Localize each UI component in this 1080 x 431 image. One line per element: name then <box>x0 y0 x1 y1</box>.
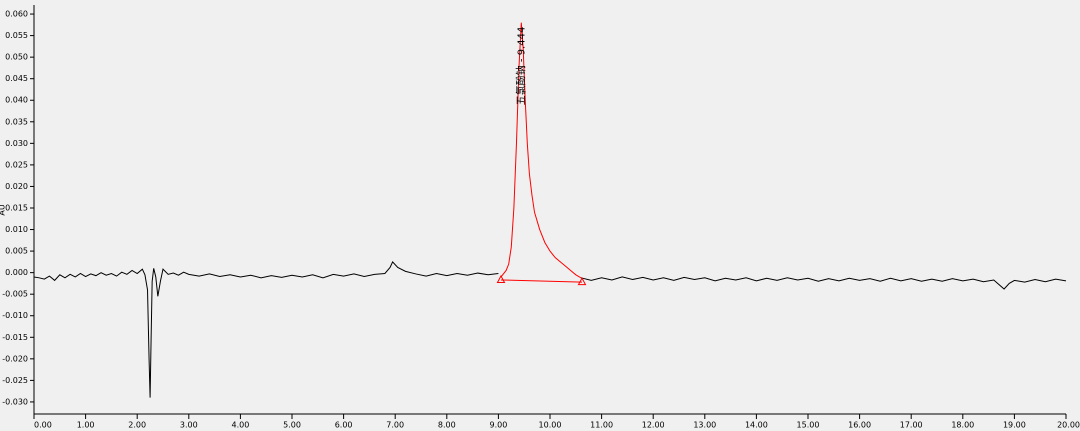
y-tick-label: 0.030 <box>5 139 28 148</box>
y-tick-label: -0.030 <box>2 397 28 406</box>
x-tick-label: 9.00 <box>489 421 507 430</box>
y-tick-label: 0.035 <box>5 117 28 126</box>
x-tick-label: 7.00 <box>386 421 404 430</box>
y-tick-label: 0.045 <box>5 74 28 83</box>
signal-trace <box>33 260 1067 398</box>
y-tick-label: 0.020 <box>5 182 28 191</box>
y-tick-label: 0.015 <box>5 203 28 212</box>
x-tick-label: 19.00 <box>1003 421 1026 430</box>
y-tick-label: 0.040 <box>5 96 28 105</box>
y-tick-label: 0.005 <box>5 247 28 256</box>
baseline-marker <box>577 277 587 286</box>
x-tick-label: 1.00 <box>77 421 95 430</box>
x-tick-label: 18.00 <box>951 421 974 430</box>
y-tick-label: 0.055 <box>5 31 28 40</box>
y-tick-label: -0.010 <box>2 311 28 320</box>
peak-trace <box>500 279 583 283</box>
x-tick-label: 10.00 <box>539 421 562 430</box>
x-tick-label: 3.00 <box>180 421 198 430</box>
y-tick-label: -0.025 <box>2 376 28 385</box>
x-tick-label: 8.00 <box>438 421 456 430</box>
y-tick-label: 0.000 <box>5 268 28 277</box>
x-tick-label: 5.00 <box>283 421 301 430</box>
y-axis-label: AU <box>0 204 7 215</box>
x-tick-label: 20.00 <box>1057 421 1080 430</box>
peak-annotation: 五氯酚钠 - 9.444 <box>514 27 527 106</box>
peak-trace <box>500 22 582 279</box>
y-tick-label: 0.060 <box>5 10 28 19</box>
x-tick-label: 16.00 <box>848 421 871 430</box>
baseline-marker <box>496 274 506 283</box>
y-tick-label: 0.010 <box>5 225 28 234</box>
y-tick-label: -0.005 <box>2 290 28 299</box>
x-tick-label: 11.00 <box>590 421 613 430</box>
x-tick-label: 0.00 <box>34 421 52 430</box>
y-tick-label: -0.015 <box>2 333 28 342</box>
x-tick-label: 13.00 <box>693 421 716 430</box>
y-tick-label: 0.025 <box>5 160 28 169</box>
x-tick-label: 15.00 <box>797 421 820 430</box>
x-tick-label: 14.00 <box>745 421 768 430</box>
x-tick-label: 4.00 <box>231 421 249 430</box>
y-tick-label: 0.050 <box>5 53 28 62</box>
x-tick-label: 17.00 <box>900 421 923 430</box>
x-tick-label: 2.00 <box>128 421 146 430</box>
y-tick-label: -0.020 <box>2 354 28 363</box>
x-tick-label: 12.00 <box>642 421 665 430</box>
x-tick-label: 6.00 <box>335 421 353 430</box>
